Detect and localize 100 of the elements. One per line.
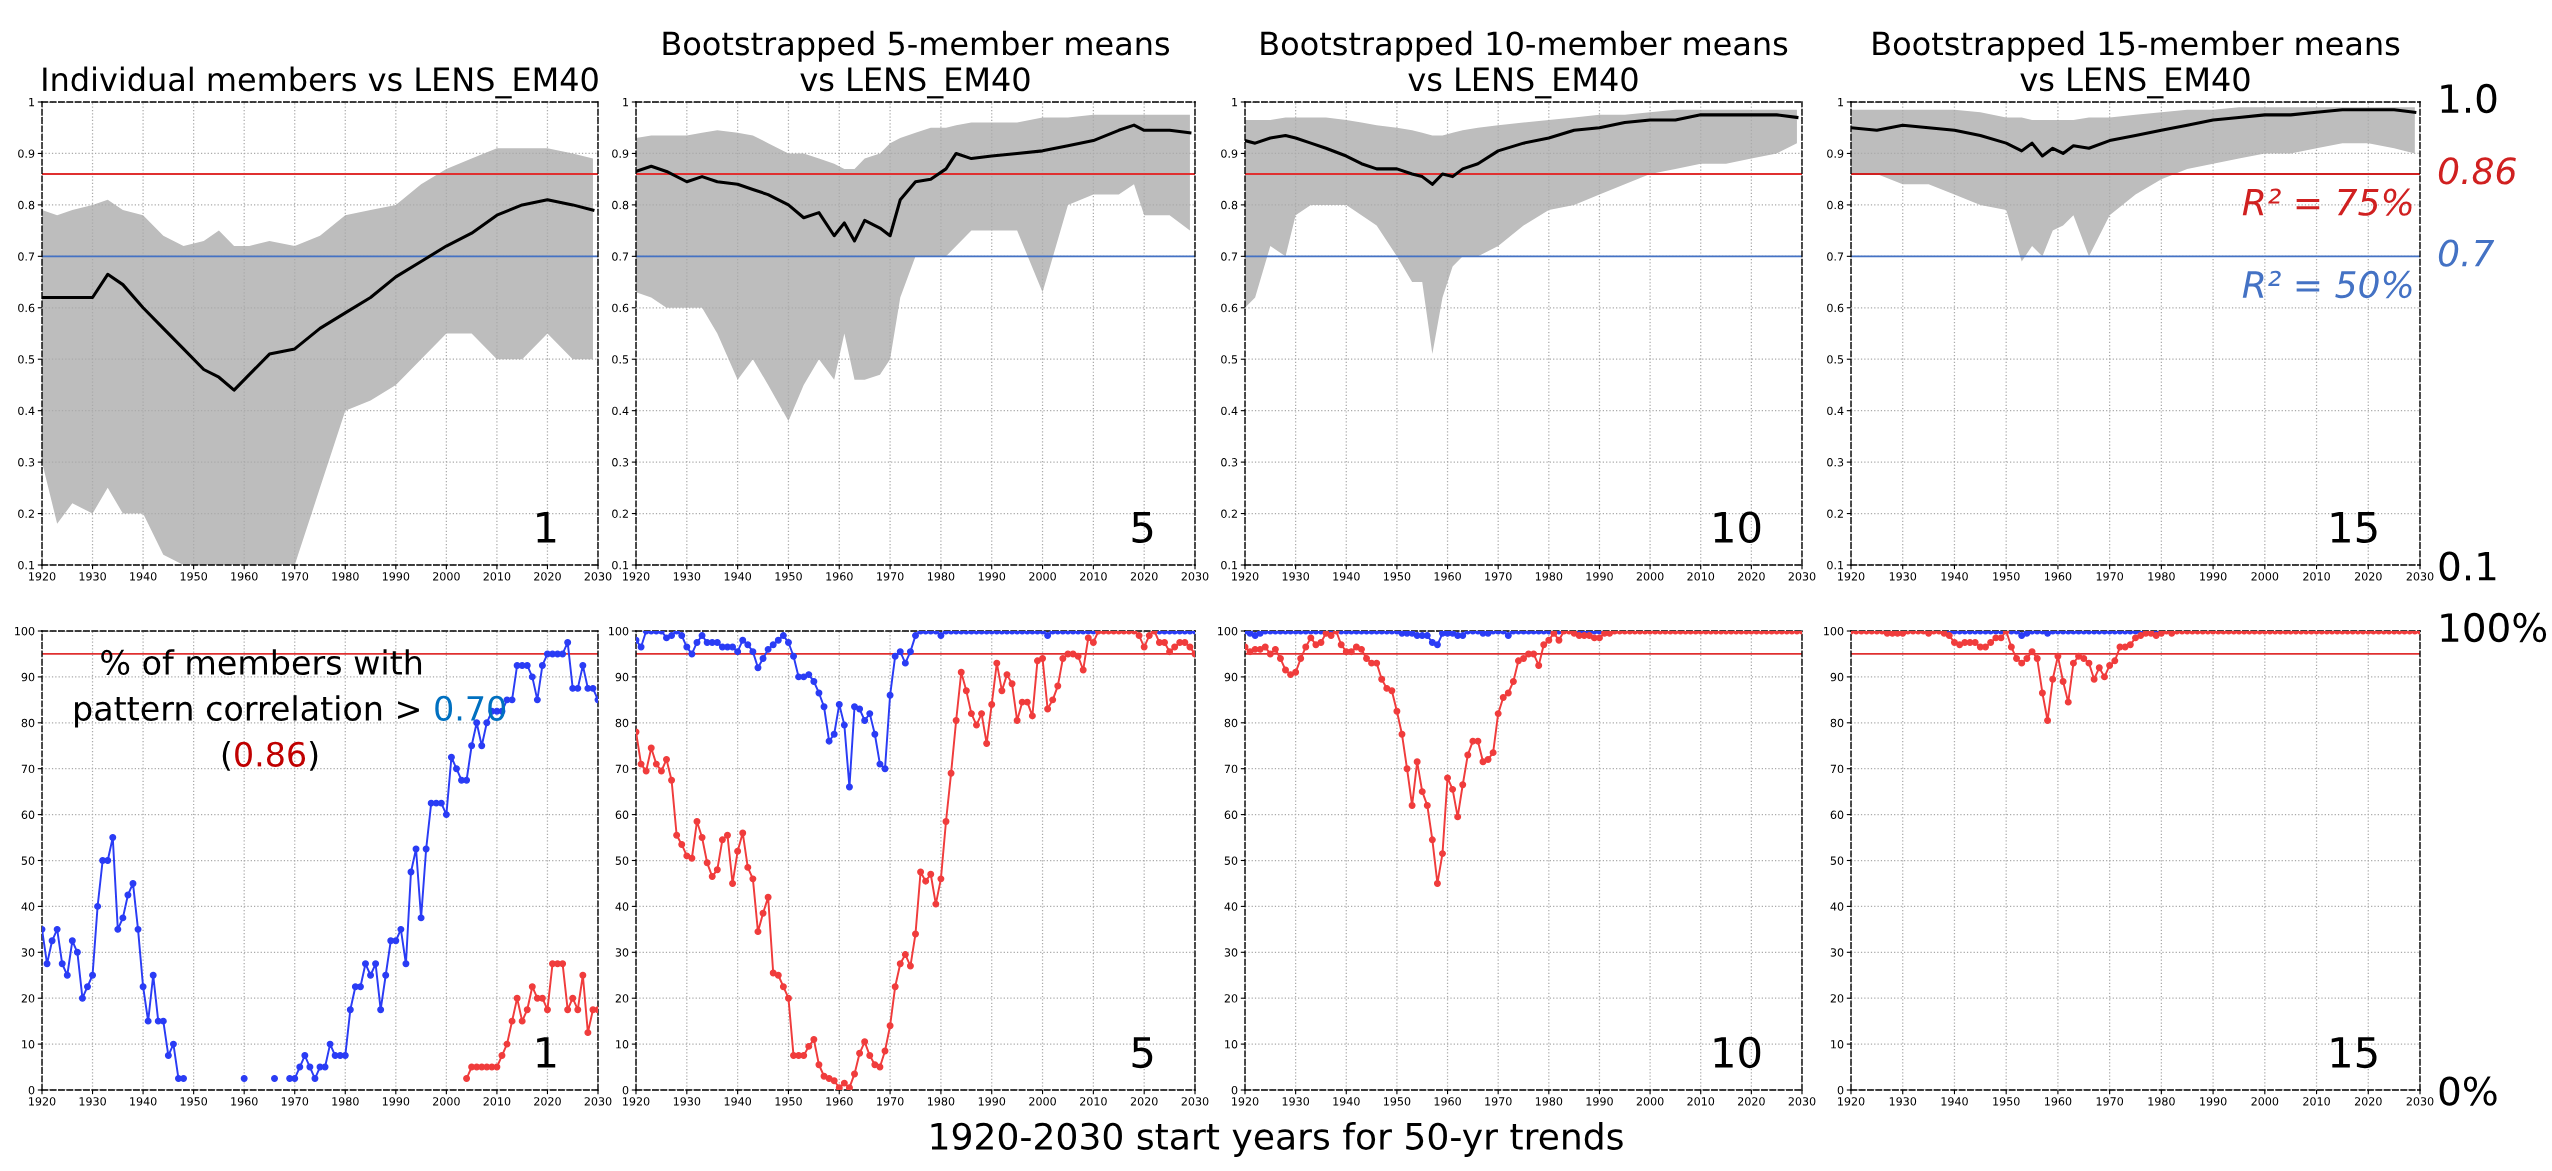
- annotation: 1: [537, 512, 556, 543]
- x-tick-label: 1990: [382, 1097, 410, 1106]
- y-tick-label: 100: [1824, 626, 1844, 636]
- annotation: 5: [1132, 512, 1153, 544]
- x-tick-label: 1980: [332, 572, 359, 581]
- annotation: 10: [1714, 511, 1761, 544]
- y-tick-label: 0.4: [612, 406, 629, 416]
- x-tick-label: 1920: [1232, 1097, 1259, 1106]
- x-tick-label: 1950: [1993, 572, 2020, 581]
- y-tick-label: 0: [1837, 1085, 1844, 1095]
- x-tick-label: 2000: [1636, 572, 1664, 581]
- y-tick-label: 0.4: [1827, 406, 1844, 416]
- y-tick-label: 0.1: [18, 560, 35, 570]
- annotation: 5: [1132, 1037, 1153, 1069]
- y-tick-label: 0.7: [18, 252, 35, 261]
- y-tick-label: 10: [1225, 1040, 1238, 1049]
- y-tick-label: 0.6: [18, 303, 35, 313]
- y-tick-label: 0.1: [612, 560, 629, 570]
- y-tick-label: 0.1: [1221, 560, 1238, 570]
- x-tick-label: 1940: [130, 1097, 157, 1106]
- x-tick-label: 1970: [2096, 1097, 2124, 1106]
- x-tick-label: 2010: [483, 572, 511, 581]
- x-tick-label: 2010: [2303, 572, 2330, 581]
- x-tick-label: 2010: [1080, 1097, 1107, 1106]
- y-tick-label: 0.7: [612, 252, 629, 261]
- x-tick-label: 1950: [775, 572, 802, 581]
- y-tick-label: 0: [28, 1085, 35, 1095]
- x-tick-label: 2010: [1080, 572, 1107, 581]
- x-tick-label: 1990: [1586, 1097, 1613, 1106]
- x-tick-label: 1920: [1838, 1097, 1865, 1106]
- x-tick-label: 1930: [1282, 572, 1310, 581]
- chart-title: Individual members vs LENS_EM40: [43, 66, 598, 99]
- y-tick-label: 80: [1224, 718, 1238, 728]
- x-tick-label: 2020: [1738, 572, 1765, 581]
- y-tick-label: 70: [615, 764, 629, 774]
- x-tick-label: 2020: [1738, 1097, 1765, 1106]
- text: 0%: [2439, 1076, 2497, 1106]
- y-tick-label: 40: [1830, 902, 1844, 911]
- y-tick-label: 60: [1224, 810, 1238, 819]
- x-tick-label: 1960: [2044, 572, 2072, 581]
- x-tick-label: 1960: [1434, 1097, 1461, 1106]
- annotation: ): [309, 741, 318, 771]
- y-tick-label: 0.2: [1827, 509, 1843, 518]
- y-tick-label: 30: [1224, 948, 1238, 957]
- x-tick-label: 2020: [534, 572, 561, 581]
- chart-title: Bootstrapped 15-member means vs LENS_EM40: [1873, 30, 2400, 99]
- x-tick-label: 1990: [2200, 572, 2227, 581]
- chart-title: Bootstrapped 10-member means vs LENS_EM40: [1261, 30, 1788, 99]
- x-tick-label: 1940: [724, 572, 752, 581]
- y-tick-label: 80: [1830, 718, 1844, 728]
- x-tick-label: 1940: [1333, 572, 1360, 581]
- x-tick-label: 1920: [29, 1097, 56, 1106]
- x-tick-label: 1970: [281, 1097, 309, 1106]
- y-tick-label: 30: [1830, 948, 1844, 957]
- y-tick-label: 0.3: [1827, 458, 1844, 467]
- y-tick-label: 1: [1838, 98, 1844, 107]
- y-tick-label: 20: [1224, 994, 1238, 1003]
- y-tick-label: 40: [21, 902, 35, 911]
- x-tick-label: 1920: [1232, 572, 1259, 581]
- y-tick-label: 0.4: [1221, 406, 1238, 416]
- x-tick-label: 2030: [1181, 572, 1209, 581]
- x-tick-label: 2000: [1029, 572, 1056, 581]
- y-tick-label: 0.9: [612, 149, 629, 158]
- y-tick-label: 60: [21, 810, 35, 819]
- x-tick-label: 1970: [1485, 572, 1512, 581]
- x-tick-label: 1950: [1993, 1097, 2020, 1106]
- x-tick-label: 2030: [2406, 572, 2434, 581]
- x-tick-label: 1930: [673, 572, 701, 581]
- y-tick-label: 20: [1830, 994, 1844, 1003]
- y-tick-label: 0.4: [18, 406, 35, 416]
- x-tick-label: 2000: [1029, 1097, 1056, 1106]
- x-tick-label: 2000: [1636, 1097, 1664, 1106]
- text: 100%: [2441, 612, 2547, 643]
- annotation: pattern correlation >: [75, 695, 419, 728]
- text: 1920-2030 start years for 50-yr trends: [931, 1122, 1623, 1157]
- ref-line-label: 0.7: [2438, 239, 2495, 267]
- y-tick-label: 0.8: [18, 200, 35, 210]
- y-tick-label: 70: [21, 764, 35, 774]
- y-tick-label: 0.8: [1827, 200, 1844, 210]
- y-tick-label: 0: [622, 1085, 629, 1095]
- x-tick-label: 1980: [927, 1097, 955, 1106]
- x-tick-label: 1940: [1941, 572, 1968, 581]
- x-tick-label: 1960: [1434, 572, 1461, 581]
- y-tick-label: 100: [609, 626, 629, 636]
- annotation: % of members with: [101, 649, 422, 676]
- y-tick-label: 50: [21, 856, 35, 865]
- x-tick-label: 2020: [1130, 572, 1158, 581]
- annotation: 15: [2331, 512, 2377, 544]
- x-tick-label: 1970: [877, 572, 904, 581]
- y-tick-label: 0.5: [18, 355, 35, 364]
- x-tick-label: 1960: [826, 572, 853, 581]
- y-tick-label: 0.5: [1827, 355, 1844, 364]
- x-tick-label: 1960: [826, 1097, 853, 1106]
- x-tick-label: 1980: [332, 1097, 359, 1106]
- x-tick-label: 1930: [1889, 572, 1917, 581]
- text: 0.1: [2439, 551, 2496, 581]
- x-tick-label: 1990: [978, 572, 1006, 581]
- y-tick-label: 1: [29, 98, 35, 107]
- x-tick-label: 1970: [2096, 572, 2124, 581]
- y-tick-label: 50: [1830, 856, 1844, 865]
